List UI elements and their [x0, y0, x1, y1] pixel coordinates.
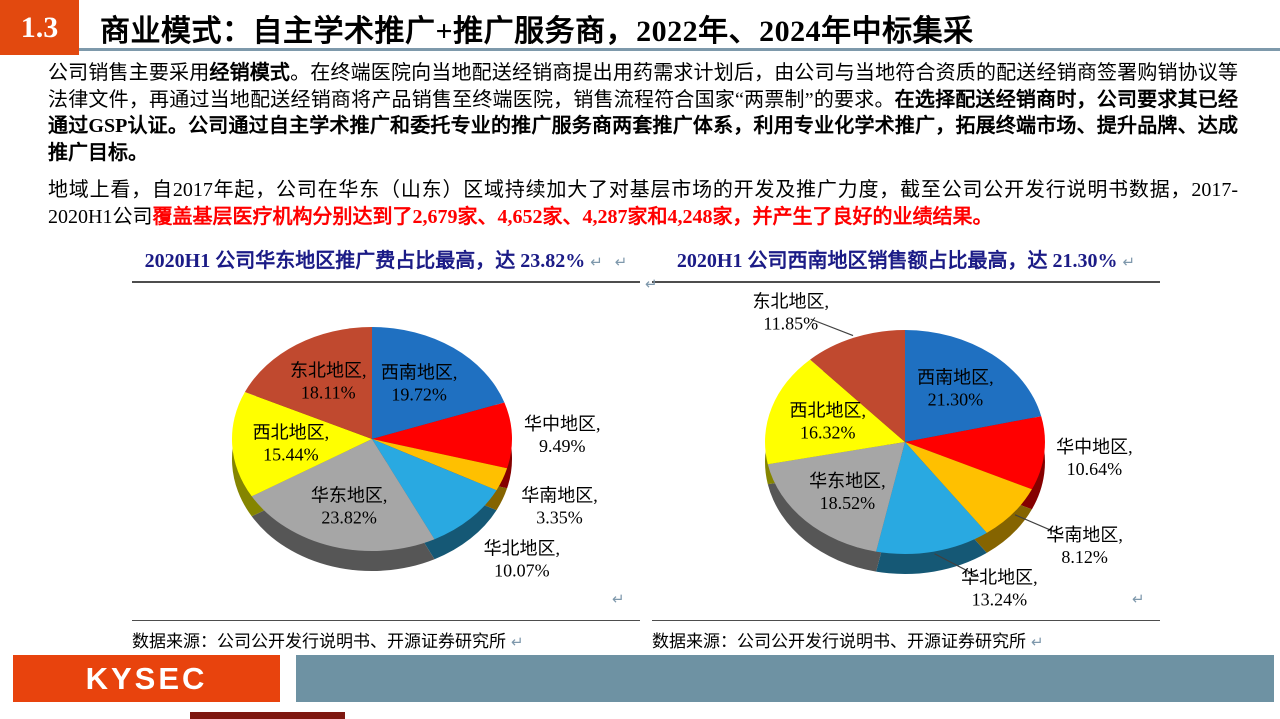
pie-chart-sales-share: 西南地区,21.30% 华中地区,10.64% 华南地区,8.12% 华北地区,13.… — [752, 291, 1133, 609]
pie-slice-label-value: 3.35% — [536, 508, 583, 528]
return-mark-icon: ↵ — [1031, 633, 1044, 651]
label-leader-line — [1014, 514, 1063, 536]
return-mark-icon: ↵ — [590, 253, 603, 271]
text-segment: 在选择配送经销商时，公司要求其已经通过GSP认证。公司通过自主学术推广和委托专业… — [48, 88, 1238, 164]
chart-title-right: 2020H1 公司西南地区销售额占比最高，达 21.30% ↵ — [652, 240, 1160, 283]
return-mark-icon: ↵ — [614, 253, 628, 271]
pie-slice-label-value: 18.52% — [820, 493, 876, 513]
chart-title-text: 2020H1 公司华东地区推广费占比最高，达 23.82% — [144, 250, 586, 272]
pie-slice — [231, 392, 372, 497]
pie-slice-label-name: 华南地区, — [521, 486, 598, 506]
chart-right-column: 2020H1 公司西南地区销售额占比最高，达 21.30% ↵ 西南地区, 21.3… — [652, 240, 1160, 660]
chart-title-text: 2020H1 公司西南地区销售额占比最高，达 21.30% — [676, 250, 1118, 272]
bottom-edge-bar — [190, 712, 345, 719]
pie-slice-label-value: 9.49% — [539, 436, 586, 456]
return-mark-icon: ↵ — [1132, 590, 1145, 608]
text-segment: 覆盖基层医疗机构分别达到了2,679家、4,652家、4,287家和4,248家… — [152, 205, 993, 228]
text-segment: 公司销售主要采用 — [48, 62, 210, 84]
body-text: 公司销售主要采用经销模式。在终端医院向当地配送经销商提出用药需求计划后，由公司与… — [48, 60, 1238, 230]
text-segment: 地域上看，自2017年起，公司在华东（山东）区域持续加大了对基层市场的开发及推广… — [48, 179, 1238, 228]
label-leader-line — [934, 553, 979, 578]
body-paragraph: 公司销售主要采用经销模式。在终端医院向当地配送经销商提出用药需求计划后，由公司与… — [48, 60, 1238, 166]
section-number-badge: 1.3 — [0, 0, 79, 55]
pie-slice-label-name: 华中地区, — [1056, 437, 1133, 457]
pie-slice-label-name: 华北地区, — [484, 539, 561, 559]
page-title: 商业模式：自主学术推广+推广服务商，2022年、2024年中标集采 — [100, 15, 974, 48]
text-segment: 。在终端医院向当地配送经销商提出用药需求计划后，由公司与当地符合资质的配送经销商… — [48, 62, 1239, 111]
source-text: 数据来源：公司公开发行说明书、开源证券研究所 — [652, 632, 1026, 651]
text-segment: 经销模式 — [209, 62, 291, 84]
pie-slice-label-value: 10.64% — [1067, 459, 1123, 479]
pie-slice-label-name: 东北地区, — [290, 360, 367, 380]
chart-source-left: 数据来源：公司公开发行说明书、开源证券研究所 ↵ — [132, 620, 640, 652]
pie-slice — [905, 416, 1045, 490]
pie-slice-label-value: 18.11% — [301, 382, 356, 402]
pie-slice-label-value: 15.44% — [263, 445, 319, 465]
pie-slice-label-value: 21.30% — [928, 390, 984, 410]
pie-slice — [905, 330, 1042, 442]
return-mark-icon: ↵ — [645, 275, 658, 293]
pie-slice-label-value: 19.72% — [391, 384, 447, 404]
label-leader-line — [810, 318, 854, 337]
pie-slice-label-value: 16.32% — [800, 423, 856, 443]
pie-slice-label-value: 23.82% — [321, 508, 377, 528]
pie-slice-label-name: 华南地区, — [1046, 525, 1123, 545]
return-mark-icon: ↵ — [1122, 253, 1136, 271]
chart-source-right: 数据来源：公司公开发行说明书、开源证券研究所 ↵ — [652, 620, 1160, 652]
pie-slice-label-name: 华北地区, — [961, 567, 1038, 587]
source-text: 数据来源：公司公开发行说明书、开源证券研究所 — [132, 632, 506, 651]
kysec-logo: KYSEC — [13, 655, 280, 702]
pie-slice — [905, 442, 1032, 533]
pie-slice — [876, 442, 987, 555]
return-mark-icon: ↵ — [511, 633, 524, 651]
pie-slice — [244, 327, 372, 439]
pie-chart-promotion-expense: 西南地区,19.72% 华中地区,9.49% 华南地区,3.35% 华北地区,10.0… — [231, 327, 601, 581]
pie-slice-label-name: 西北地区, — [790, 401, 867, 421]
pie-slice — [251, 439, 435, 551]
pie-slice — [767, 442, 905, 552]
pie-slice — [372, 402, 513, 469]
pie-slice-label-value: 11.85% — [763, 313, 818, 333]
pie-slice — [765, 359, 905, 465]
pie-slice-label-value: 13.24% — [972, 589, 1028, 609]
pie-slice-label-name: 华东地区, — [311, 486, 388, 506]
footer-accent-bar — [296, 655, 1274, 702]
pie-slice — [372, 327, 505, 439]
pie-slice — [372, 439, 508, 491]
pie-slice — [372, 439, 497, 540]
body-paragraph: 地域上看，自2017年起，公司在华东（山东）区域持续加大了对基层市场的开发及推广… — [48, 177, 1238, 230]
pie-slice-label-name: 西北地区, — [253, 423, 330, 443]
return-mark-icon: ↵ — [612, 590, 625, 608]
pie-slice-label-name: 西南地区, — [381, 362, 458, 382]
chart-title-left: 2020H1 公司华东地区推广费占比最高，达 23.82% ↵ ↵ — [132, 240, 640, 283]
chart-left-column: 2020H1 公司华东地区推广费占比最高，达 23.82% ↵ ↵ 西南地区, 19.… — [132, 240, 640, 660]
pie-slice-label-name: 西南地区, — [917, 368, 994, 388]
pie-slice — [810, 329, 905, 442]
pie-slice-label-value: 8.12% — [1061, 547, 1108, 567]
pie-slice-label-name: 东北地区, — [752, 291, 829, 311]
pie-slice-label-value: 10.07% — [494, 561, 550, 581]
pie-slice-label-name: 华中地区, — [524, 414, 601, 434]
header-divider — [0, 48, 1280, 51]
pie-slice-label-name: 华东地区, — [809, 471, 886, 491]
